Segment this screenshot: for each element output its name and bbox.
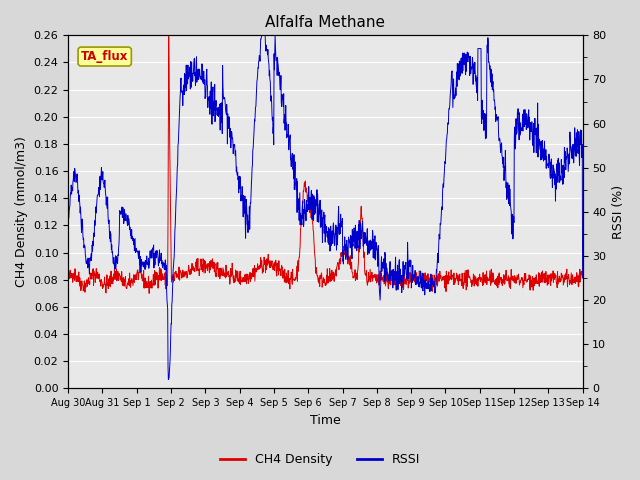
Y-axis label: CH4 Density (mmol/m3): CH4 Density (mmol/m3) (15, 136, 28, 287)
Legend: CH4 Density, RSSI: CH4 Density, RSSI (214, 448, 426, 471)
X-axis label: Time: Time (310, 414, 340, 427)
Y-axis label: RSSI (%): RSSI (%) (612, 185, 625, 239)
Text: TA_flux: TA_flux (81, 50, 129, 63)
Title: Alfalfa Methane: Alfalfa Methane (266, 15, 385, 30)
